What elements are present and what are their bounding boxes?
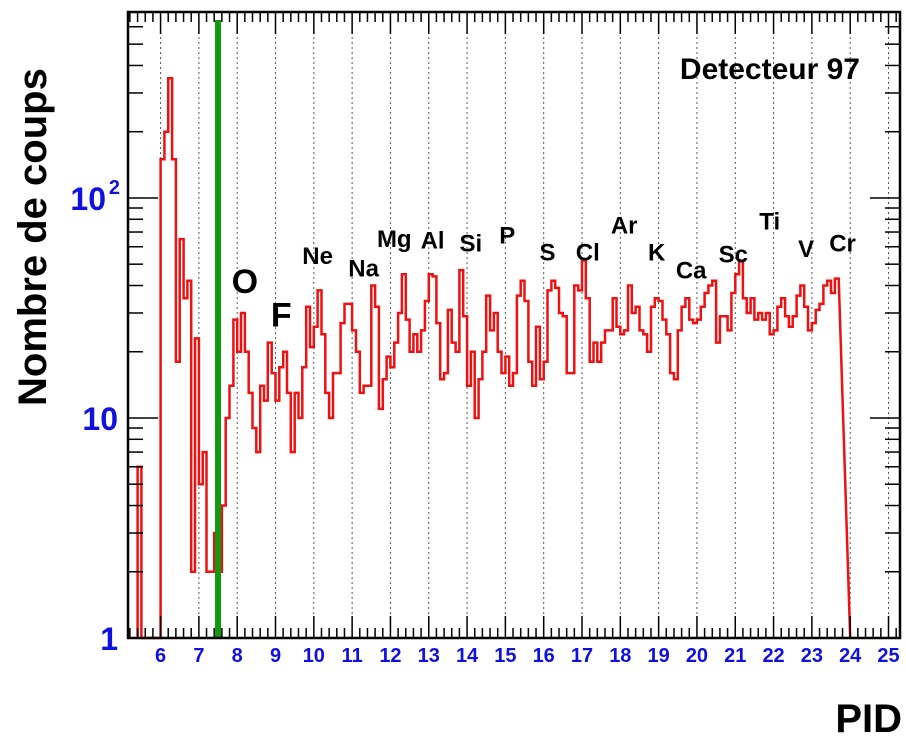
element-label-K: K <box>648 239 666 266</box>
axis-ticks <box>128 11 900 639</box>
element-label-Al: Al <box>421 227 445 254</box>
x-tick-label-13: 13 <box>418 645 440 667</box>
x-tick-label-24: 24 <box>839 645 862 667</box>
element-label-S: S <box>540 239 556 266</box>
y-axis-label: Nombre de coups <box>11 68 55 406</box>
element-label-Cl: Cl <box>576 239 600 266</box>
element-label-F: F <box>271 297 292 335</box>
x-tick-label-18: 18 <box>609 645 631 667</box>
x-tick-label-25: 25 <box>877 645 899 667</box>
x-axis-label: PID <box>835 697 902 736</box>
element-label-Ca: Ca <box>676 258 707 285</box>
element-label-Ar: Ar <box>611 212 638 239</box>
x-tick-label-17: 17 <box>571 645 593 667</box>
x-tick-label-7: 7 <box>193 645 204 667</box>
element-label-P: P <box>499 223 515 250</box>
x-tick-label-6: 6 <box>155 645 166 667</box>
x-tick-label-20: 20 <box>686 645 708 667</box>
x-tick-label-16: 16 <box>533 645 555 667</box>
y-tick-label-exponent: 2 <box>109 177 120 199</box>
x-tick-label-22: 22 <box>762 645 784 667</box>
histogram-series <box>136 76 852 640</box>
x-tick-label-11: 11 <box>342 645 363 667</box>
histogram-line <box>136 76 852 640</box>
x-tick-label-9: 9 <box>270 645 281 667</box>
element-label-Si: Si <box>460 231 483 258</box>
element-label-V: V <box>798 236 814 263</box>
x-tick-label-23: 23 <box>801 645 823 667</box>
x-tick-label-15: 15 <box>494 645 516 667</box>
element-label-Ne: Ne <box>302 243 333 270</box>
x-tick-label-19: 19 <box>648 645 670 667</box>
y-tick-label-1: 1 <box>100 621 118 657</box>
element-label-Na: Na <box>348 255 379 282</box>
y-tick-label-10: 10 <box>82 401 118 437</box>
x-tick-labels: 6 7 8 9 10 11 12 13 14 15 16 17 18 19 20 21 22 23 24 25 <box>155 645 900 667</box>
chart-title: Detecteur 97 <box>680 53 860 86</box>
y-tick-label-100: 10 <box>70 181 106 217</box>
element-label-Mg: Mg <box>377 226 412 253</box>
x-tick-label-21: 21 <box>724 645 746 667</box>
x-tick-label-12: 12 <box>379 645 401 667</box>
element-label-Cr: Cr <box>829 231 856 258</box>
x-tick-label-8: 8 <box>232 645 243 667</box>
x-tick-label-10: 10 <box>303 645 325 667</box>
vertical-grid <box>160 12 890 638</box>
plot-frame <box>126 10 902 640</box>
x-tick-label-14: 14 <box>456 645 479 667</box>
element-label-Sc: Sc <box>719 241 748 268</box>
element-label-O: O <box>232 263 258 301</box>
element-label-Ti: Ti <box>759 208 780 235</box>
